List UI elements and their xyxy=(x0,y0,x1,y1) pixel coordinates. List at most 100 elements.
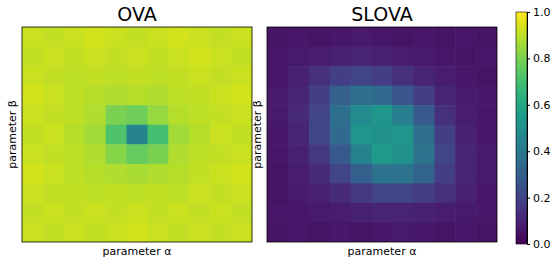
cell xyxy=(127,66,149,86)
colorbar-tick: 0.6 xyxy=(527,99,551,112)
cell xyxy=(309,27,331,47)
cell xyxy=(267,66,289,86)
x-axis-label: parameter α xyxy=(348,245,417,258)
cell xyxy=(309,86,331,106)
cell xyxy=(127,164,149,184)
cell xyxy=(147,125,169,145)
cell xyxy=(168,222,190,242)
cell xyxy=(267,164,289,184)
cell xyxy=(413,144,435,164)
cell xyxy=(413,47,435,67)
cell xyxy=(64,183,86,203)
cell xyxy=(309,66,331,86)
tick-label: 0.4 xyxy=(533,145,551,158)
cell xyxy=(147,105,169,125)
cell xyxy=(392,47,414,67)
cell xyxy=(189,203,211,223)
cell xyxy=(392,203,414,223)
tick-label: 1.0 xyxy=(533,6,551,19)
cell xyxy=(127,125,149,145)
cell xyxy=(455,164,477,184)
colorbar-tick: 0.2 xyxy=(527,192,551,205)
cell xyxy=(127,27,149,47)
cell xyxy=(210,86,232,106)
cell xyxy=(372,125,394,145)
cell xyxy=(330,105,352,125)
cell xyxy=(106,222,128,242)
cell xyxy=(309,47,331,67)
cell xyxy=(288,66,310,86)
cell xyxy=(85,203,107,223)
cell xyxy=(351,164,373,184)
cell xyxy=(210,125,232,145)
cell xyxy=(330,183,352,203)
cell xyxy=(392,86,414,106)
cell xyxy=(231,66,252,86)
cell xyxy=(85,27,107,47)
cell xyxy=(476,86,497,106)
cell xyxy=(189,47,211,67)
cell xyxy=(127,47,149,67)
cell xyxy=(455,105,477,125)
cell xyxy=(168,66,190,86)
colorbar-tick: 0.8 xyxy=(527,52,551,65)
cell xyxy=(351,27,373,47)
colorbar-frame xyxy=(516,12,527,244)
cell xyxy=(43,222,65,242)
cell xyxy=(476,144,497,164)
cell xyxy=(189,27,211,47)
cell xyxy=(476,66,497,86)
cell xyxy=(168,86,190,106)
cell xyxy=(168,125,190,145)
colorbar-tick: 1.0 xyxy=(527,6,551,19)
cell xyxy=(43,144,65,164)
cell xyxy=(267,144,289,164)
cell xyxy=(106,27,128,47)
cell xyxy=(22,47,44,67)
cell xyxy=(392,66,414,86)
cell xyxy=(127,183,149,203)
plot-frame xyxy=(22,27,252,242)
cell xyxy=(231,86,252,106)
cell xyxy=(372,105,394,125)
tick-label: 0.0 xyxy=(533,238,551,251)
cell xyxy=(392,164,414,184)
cell xyxy=(455,203,477,223)
cell xyxy=(413,66,435,86)
cell xyxy=(64,164,86,184)
cell xyxy=(309,105,331,125)
cell xyxy=(392,125,414,145)
title: SLOVA xyxy=(351,3,412,25)
cell xyxy=(127,203,149,223)
cell xyxy=(434,47,456,67)
cell xyxy=(85,125,107,145)
cell xyxy=(330,47,352,67)
cell xyxy=(351,183,373,203)
cell xyxy=(267,47,289,67)
cell xyxy=(476,183,497,203)
x-axis-label: parameter α xyxy=(103,245,172,258)
cell xyxy=(106,47,128,67)
tick-mark xyxy=(527,105,530,106)
cell xyxy=(288,203,310,223)
cell xyxy=(434,164,456,184)
heatmap-cells xyxy=(267,27,497,242)
cell xyxy=(392,222,414,242)
cell xyxy=(288,27,310,47)
cell xyxy=(309,164,331,184)
cell xyxy=(22,183,44,203)
cell xyxy=(127,222,149,242)
cell xyxy=(189,144,211,164)
cell xyxy=(434,222,456,242)
cell xyxy=(189,66,211,86)
cell xyxy=(309,125,331,145)
cell xyxy=(22,66,44,86)
colorbar-tick: 0.0 xyxy=(527,238,551,251)
plot-frame xyxy=(267,27,497,242)
cell xyxy=(168,47,190,67)
cell xyxy=(85,47,107,67)
cell xyxy=(85,183,107,203)
cell xyxy=(210,183,232,203)
cell xyxy=(330,86,352,106)
cell xyxy=(231,183,252,203)
